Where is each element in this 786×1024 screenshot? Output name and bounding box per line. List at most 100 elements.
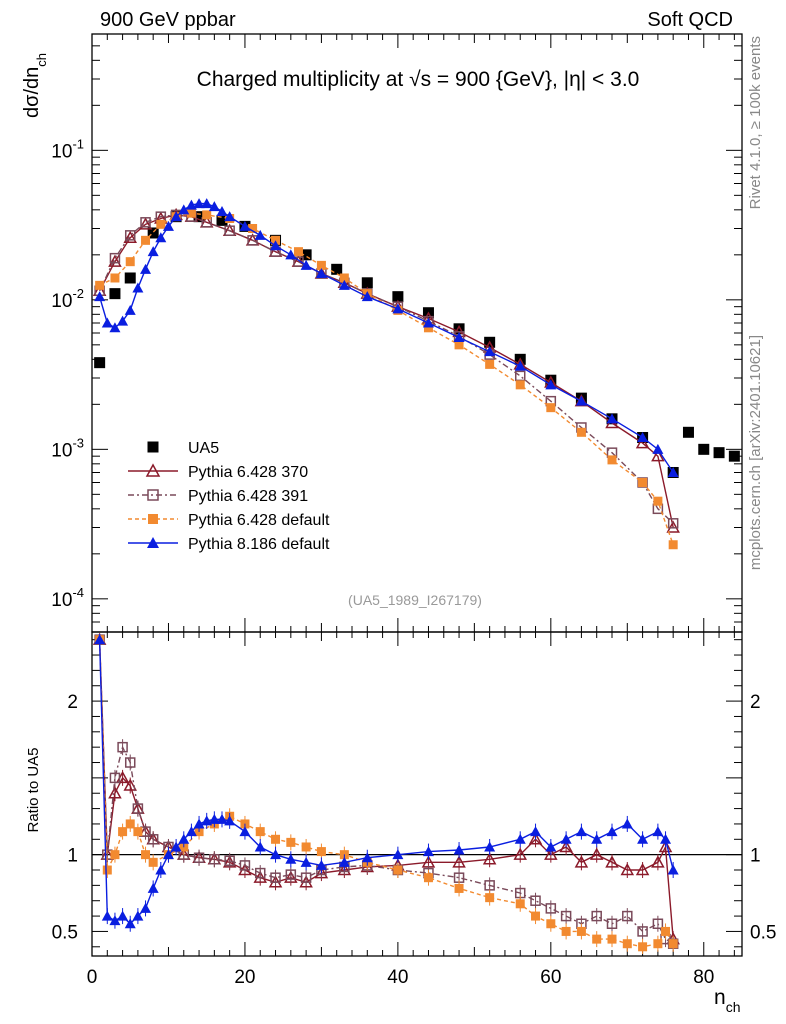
data-point [224,225,235,236]
legend-label: Pythia 6.428 default [188,512,330,529]
side-label-source: mcplots.cern.ch [arXiv:2401.10621] [747,335,764,570]
data-point [270,240,282,251]
data-point [575,395,587,406]
series-line [98,214,674,524]
ratio-panel-frame [91,631,743,957]
ratio-point [270,849,282,860]
header-right: Soft QCD [647,9,733,31]
ratio-point [651,855,665,868]
ratio-point [606,826,618,837]
data-point [423,323,433,333]
data-point [637,431,649,442]
ratio-y-tick-label-right: 1 [750,846,761,867]
data-point [95,280,105,290]
data-point [361,277,373,289]
ratio-point [592,934,602,944]
ratio-point [513,847,528,860]
ratio-point [155,864,167,875]
main-series [92,198,740,550]
ratio-point [147,834,159,845]
ratio-point [561,926,571,936]
ratio-point [208,813,220,824]
ratio-point [545,841,557,852]
data-point [109,288,121,300]
ratio-point [531,911,541,921]
data-point [315,268,327,279]
ratio-point [316,847,326,857]
y-tick-label: 10-4 [51,585,84,611]
ratio-point [622,939,632,949]
legend-entry-3: Pythia 6.428 default [128,512,330,529]
ratio-point [125,819,135,829]
ratio-point [209,854,220,865]
main-y-axis-label: dσ/dnch [21,53,49,118]
data-point [110,273,120,283]
data-point [124,230,136,241]
data-point [698,443,710,455]
series-2 [94,209,679,529]
ratio-point [637,926,648,937]
legend: UA5 Pythia 6.428 370 Pythia 6.428 391 Pythi… [128,440,330,553]
series-1 [92,207,680,533]
x-tick-label: 40 [387,967,408,988]
data-point [331,263,343,275]
ratio-point [124,757,136,768]
legend-marker [147,489,159,501]
ratio-point [300,856,312,867]
ratio-point [423,873,433,883]
ratio-series-2 [95,634,678,954]
data-point [170,211,182,222]
ratio-point [239,826,251,837]
ratio-point [132,803,144,814]
ratio-point [109,772,121,784]
ratio-point [239,860,251,871]
data-point [125,257,135,267]
ratio-point [285,869,297,880]
ratio-point [118,827,128,837]
data-point [638,478,648,487]
data-point [216,205,228,216]
ratio-point [170,841,182,852]
data-point [147,227,159,239]
data-point [94,291,106,302]
ratio-point [102,865,112,875]
data-point [156,219,166,229]
ratio-point [193,852,205,863]
data-point [653,496,663,506]
legend-label: Pythia 8.186 default [188,536,330,553]
ratio-point [124,918,136,929]
ratio-point [560,833,572,844]
legend-entry-2: Pythia 6.428 391 [128,488,308,505]
data-point [254,229,266,240]
ratio-point [515,899,525,909]
analysis-id: (UA5_1989_I267179) [348,592,482,608]
ratio-point [133,827,143,837]
legend-label: Pythia 6.428 391 [188,488,308,505]
data-point [239,220,251,231]
ratio-point [544,847,558,860]
ratio-point [606,918,618,930]
data-point [454,340,464,350]
data-point [667,466,679,477]
data-point [316,260,326,270]
data-point [635,436,650,449]
ratio-y-tick-label-left: 2 [67,692,78,713]
data-point [140,263,152,274]
ratio-point [620,862,635,876]
ratio-point [254,841,266,852]
ratio-y-tick-label-left: 0.5 [52,922,78,943]
data-point [607,455,617,465]
ratio-point [254,867,266,879]
ratio-point [637,833,649,844]
ratio-point [141,850,151,860]
ratio-point [338,856,350,867]
y-tick-label: 10-1 [51,136,84,162]
x-tick-label: 0 [87,967,98,988]
ratio-point [270,872,281,883]
ratio-series [92,632,680,954]
ratio-y-tick-label-left: 1 [67,846,78,867]
data-point [546,403,556,413]
ratio-point [482,852,497,865]
ratio-line [98,639,674,925]
